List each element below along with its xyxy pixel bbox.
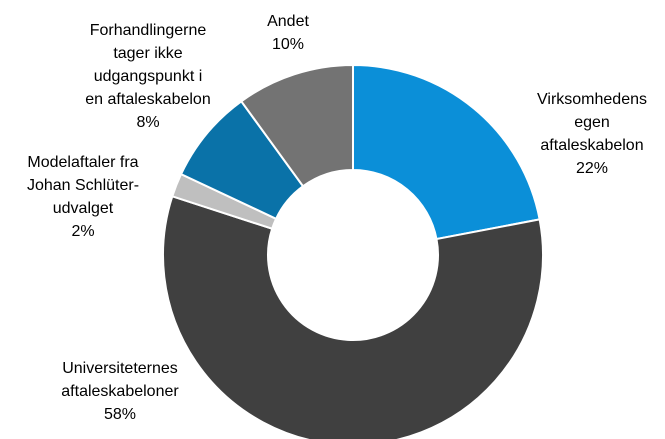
slice-label: Andet [267,13,309,30]
slice-label: Forhandlingerne [90,22,207,39]
slice-label: Virksomhedens [537,91,647,108]
slice-label: aftaleskabeloner [61,383,179,400]
value-label: 22% [576,160,608,177]
slice-label: udvalget [53,200,114,217]
slice-label: udgangspunkt i [94,68,203,85]
value-label: 8% [136,114,159,131]
value-label: 10% [272,36,304,53]
slice-label: aftaleskabelon [540,137,643,154]
value-label: 58% [104,406,136,423]
slice-label: en aftaleskabelon [85,91,210,108]
slice-label: Modelaftaler fra [27,154,138,171]
slice-label: egen [574,114,610,131]
slice-label: tager ikke [113,45,182,62]
donut-slice [352,63,541,241]
donut-slice [239,63,354,188]
slice-label: Universiteternes [62,360,178,377]
slice-label: Johan Schlüter- [27,177,139,194]
donut-slice [162,195,544,439]
value-label: 2% [71,223,94,240]
